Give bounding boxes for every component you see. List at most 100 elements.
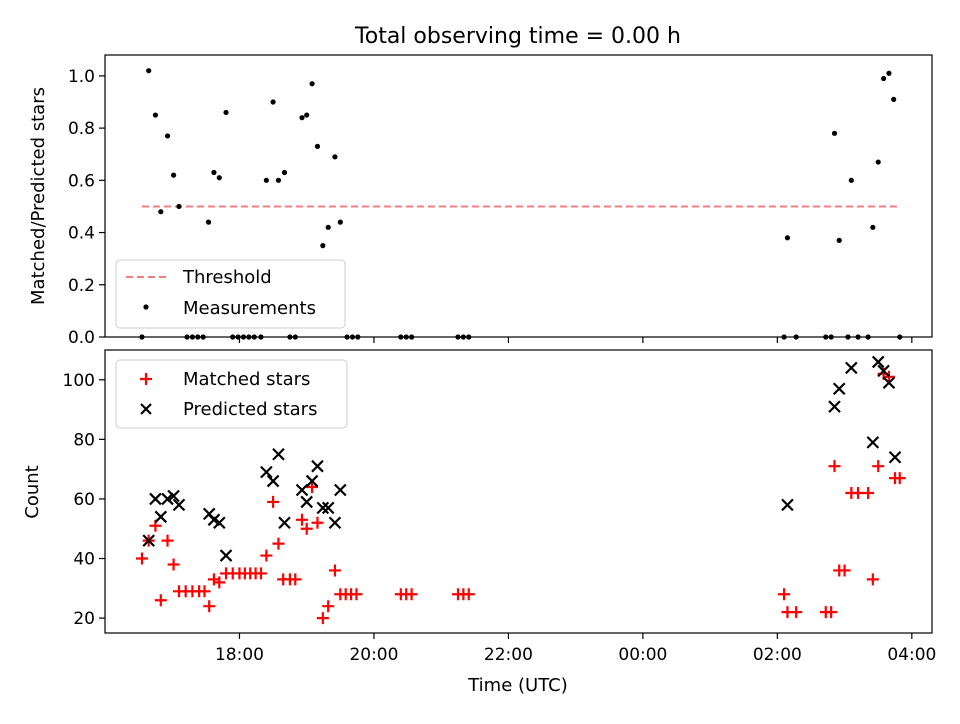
bottom-panel: 20 40 60 80 100 18:00 20:00 22:00 00:00 02:00 04:0…	[22, 349, 936, 696]
top-y-tick-label: 0.8	[68, 119, 95, 139]
predicted-stars-point	[149, 492, 162, 506]
predicted-stars-point	[888, 450, 902, 464]
predicted-stars-point	[781, 498, 794, 512]
measurement-point	[320, 243, 326, 249]
bottom-x-tick-label: 22:00	[484, 645, 533, 665]
measurement-point	[281, 169, 288, 176]
predicted-stars-point	[142, 534, 155, 547]
top-y-tick-label: 0.0	[68, 328, 95, 348]
predicted-stars-point	[266, 474, 280, 488]
measurement-point	[299, 115, 305, 121]
matched-stars-point	[267, 495, 280, 508]
predicted-stars-point	[161, 492, 174, 506]
figure-title: Total observing time = 0.00 h	[354, 24, 681, 49]
measurement-point	[332, 154, 338, 160]
measurement-point	[309, 81, 315, 87]
bottom-y-tick-label: 100	[63, 371, 95, 391]
matched-stars-point	[882, 370, 895, 383]
matched-stars-point	[316, 612, 329, 625]
predicted-stars-point	[154, 510, 168, 524]
predicted-stars-point	[871, 355, 885, 369]
matched-stars-point	[872, 460, 885, 473]
top-legend-box	[115, 259, 346, 329]
measurement-point	[314, 143, 321, 149]
top-panel: 0.0 0.2 0.4 0.6 0.8 1.0 Matched/Predicted sta…	[28, 54, 933, 348]
measurement-point	[176, 203, 182, 210]
measurement-point	[216, 175, 222, 181]
bottom-legend-matched-label: Matched stars	[183, 369, 310, 390]
bottom-axes-frame	[104, 349, 933, 634]
matched-stars-point	[328, 564, 341, 577]
predicted-stars-point	[172, 498, 186, 512]
top-y-tick-label: 1.0	[68, 67, 95, 87]
matched-stars-point	[213, 576, 226, 589]
predicted-stars-point	[213, 516, 226, 530]
bottom-legend-matched-swatch	[140, 373, 152, 385]
matched-stars-point	[838, 564, 851, 577]
top-y-tick-label: 0.2	[68, 276, 95, 296]
predicted-stars-point	[882, 376, 896, 390]
measurement-point	[158, 209, 164, 215]
bottom-x-tick-label: 20:00	[349, 645, 398, 665]
top-plot-marks	[139, 68, 903, 340]
matched-stars-point	[260, 549, 273, 562]
matched-stars-point	[405, 588, 418, 601]
matched-stars-point	[790, 606, 803, 619]
bottom-x-tick-label: 00:00	[618, 645, 667, 665]
matched-stars-point	[154, 594, 167, 607]
matched-stars-point	[778, 588, 791, 601]
measurement-point	[337, 219, 343, 225]
matched-stars-point	[322, 600, 335, 613]
top-legend-measurements-label: Measurements	[183, 298, 316, 319]
matched-stars-point	[296, 513, 309, 526]
matched-stars-point	[203, 600, 216, 613]
predicted-stars-point	[305, 474, 319, 488]
matched-stars-point	[289, 573, 302, 586]
top-legend-threshold-label: Threshold	[182, 267, 272, 288]
matched-stars-point	[161, 534, 174, 547]
predicted-stars-point	[167, 489, 180, 503]
bottom-y-tick-label: 60	[73, 490, 95, 510]
predicted-stars-point	[219, 549, 233, 562]
predicted-stars-point	[845, 361, 858, 375]
measurement-point	[152, 112, 159, 118]
measurement-point	[870, 224, 876, 230]
measurement-point	[263, 177, 269, 183]
top-axes-frame	[104, 54, 933, 338]
matched-stars-point	[167, 558, 180, 571]
bottom-y-tick-label: 20	[73, 609, 95, 629]
predicted-stars-point	[300, 495, 313, 509]
top-legend-measurements-swatch	[143, 304, 149, 310]
measurement-point	[170, 172, 177, 178]
bottom-y-tick-label: 40	[73, 550, 95, 570]
measurement-point	[875, 159, 881, 165]
matched-stars-point	[306, 481, 319, 494]
matched-stars-point	[254, 567, 267, 580]
predicted-stars-point	[334, 483, 347, 497]
matched-stars-point	[311, 516, 324, 529]
measurement-point	[831, 130, 838, 136]
top-y-tick-label: 0.6	[68, 171, 95, 191]
measurement-point	[304, 112, 310, 118]
bottom-x-tick-label: 02:00	[753, 645, 802, 665]
matched-stars-point	[852, 486, 865, 499]
matched-stars-point	[462, 588, 475, 601]
predicted-stars-point	[321, 501, 335, 515]
bottom-y-axis-label: Count	[22, 465, 43, 518]
measurement-point	[270, 99, 276, 105]
x-axis-label: Time (UTC)	[467, 675, 568, 696]
bottom-y-tick-label: 80	[73, 430, 95, 450]
measurement-point	[146, 68, 152, 74]
top-legend: Threshold Measurements	[115, 259, 346, 329]
predicted-stars-point	[828, 400, 841, 413]
matched-stars-point	[866, 573, 879, 586]
predicted-stars-point	[278, 516, 291, 530]
matched-stars-point	[300, 522, 313, 535]
measurement-point	[211, 169, 217, 176]
matched-stars-point	[862, 486, 875, 499]
measurement-point	[891, 96, 897, 102]
predicted-stars-point	[832, 382, 846, 396]
predicted-stars-point	[272, 447, 285, 461]
measurement-point	[164, 133, 171, 139]
